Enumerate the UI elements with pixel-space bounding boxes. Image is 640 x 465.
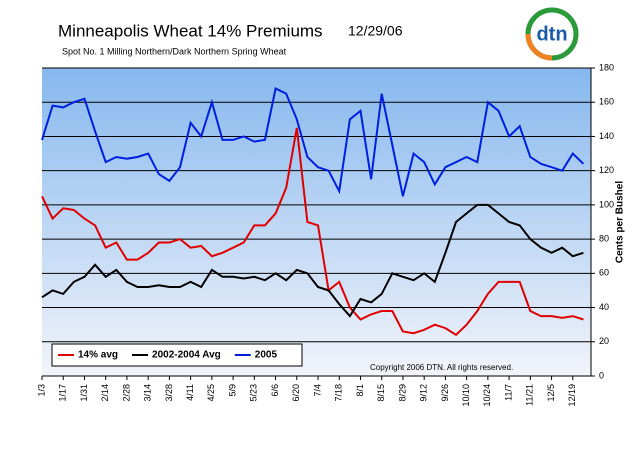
x-tick-label: 2/14 xyxy=(100,384,110,402)
y-tick-label: 120 xyxy=(599,165,614,175)
legend: 14% avg 2002-2004 Avg 2005 xyxy=(51,343,303,367)
x-tick-label: 7/4 xyxy=(312,384,322,397)
x-tick-label: 3/14 xyxy=(143,384,153,402)
x-tick-label: 8/1 xyxy=(355,384,365,397)
y-tick-label: 20 xyxy=(599,336,609,346)
x-tick-label: 12/5 xyxy=(546,384,556,402)
logo: dtn xyxy=(525,7,579,61)
x-tick-label: 4/25 xyxy=(206,384,216,402)
x-tick-label: 8/29 xyxy=(397,384,407,402)
x-tick-label: 1/3 xyxy=(36,384,46,397)
x-tick-label: 2/28 xyxy=(121,384,131,402)
x-tick-label: 9/26 xyxy=(440,384,450,402)
y-tick-label: 0 xyxy=(599,370,604,380)
chart-date: 12/29/06 xyxy=(348,23,403,39)
chart-title: Minneapolis Wheat 14% Premiums xyxy=(58,21,323,40)
series-line xyxy=(41,127,584,337)
series-line xyxy=(41,203,584,318)
logo-text: dtn xyxy=(536,23,567,45)
y-tick-label: 160 xyxy=(599,97,614,107)
chart-subtitle: Spot No. 1 Milling Northern/Dark Norther… xyxy=(62,46,287,56)
plot-area xyxy=(42,68,591,376)
y-tick-label: 100 xyxy=(599,199,614,209)
x-tick-label: 11/7 xyxy=(503,384,513,401)
legend-label: 14% avg xyxy=(78,350,118,361)
x-tick-label: 5/9 xyxy=(227,384,237,397)
x-tick-label: 1/31 xyxy=(79,384,89,402)
y-tick-label: 180 xyxy=(599,62,614,72)
x-tick-label: 9/12 xyxy=(419,384,429,402)
y-axis-label: Cents per Bushel xyxy=(615,181,626,263)
x-tick-label: 12/19 xyxy=(567,384,577,407)
legend-label: 2002-2004 Avg xyxy=(152,350,221,361)
x-tick-label: 10/10 xyxy=(461,384,471,407)
y-tick-label: 140 xyxy=(599,131,614,141)
series-line xyxy=(41,87,585,197)
x-tick-label: 7/18 xyxy=(334,384,344,402)
y-tick-label: 80 xyxy=(599,233,609,243)
x-tick-label: 1/17 xyxy=(58,384,68,402)
x-tick-label: 10/24 xyxy=(482,384,492,407)
x-tick-label: 6/20 xyxy=(291,384,301,402)
x-tick-label: 6/6 xyxy=(270,384,280,397)
y-tick-label: 60 xyxy=(599,268,609,278)
annotation: Copyright 2006 DTN. All rights reserved. xyxy=(370,363,513,372)
x-tick-label: 8/15 xyxy=(376,384,386,402)
legend-label: 2005 xyxy=(255,350,278,361)
x-tick-label: 5/23 xyxy=(249,384,259,402)
legend-box xyxy=(51,343,303,367)
x-tick-label: 11/21 xyxy=(525,384,535,406)
x-tick-label: 4/11 xyxy=(185,384,195,401)
x-tick-label: 3/28 xyxy=(164,384,174,402)
y-tick-label: 40 xyxy=(599,302,609,312)
